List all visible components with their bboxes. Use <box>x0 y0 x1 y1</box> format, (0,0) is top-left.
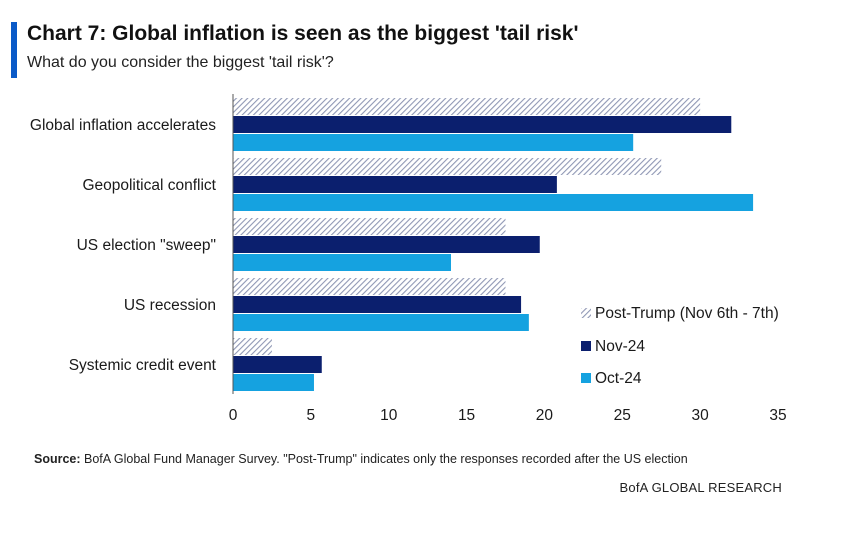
bar-nov-24-2 <box>233 236 540 253</box>
x-tick-label-0: 0 <box>229 407 238 424</box>
bar-post-trump-0 <box>233 98 701 115</box>
legend-swatch-nov-24 <box>581 341 591 351</box>
bar-post-trump-4 <box>233 338 272 355</box>
source-text: BofA Global Fund Manager Survey. "Post-T… <box>80 452 688 466</box>
category-label-4: Systemic credit event <box>69 357 217 374</box>
axis-group: 0 5 10 15 20 25 30 35 <box>229 94 787 424</box>
source-note: Source: BofA Global Fund Manager Survey.… <box>34 452 688 466</box>
bar-oct-24-1 <box>233 194 754 211</box>
bar-post-trump-1 <box>233 158 662 175</box>
bar-nov-24-1 <box>233 176 557 193</box>
x-tick-label-5: 25 <box>614 407 631 424</box>
bar-oct-24-3 <box>233 314 529 331</box>
x-tick-label-4: 20 <box>536 407 554 424</box>
bar-post-trump-3 <box>233 278 506 295</box>
accent-bar <box>11 22 17 78</box>
bar-nov-24-3 <box>233 296 522 313</box>
source-label: Source: <box>34 452 81 466</box>
bar-post-trump-2 <box>233 218 506 235</box>
x-tick-label-3: 15 <box>458 407 475 424</box>
bar-oct-24-0 <box>233 134 634 151</box>
bars-group <box>233 98 754 391</box>
bar-nov-24-0 <box>233 116 732 133</box>
chart-title: Chart 7: Global inflation is seen as the… <box>27 22 579 45</box>
x-tick-label-2: 10 <box>380 407 398 424</box>
legend-swatch-oct-24 <box>581 373 591 383</box>
category-label-3: US recession <box>124 297 216 314</box>
category-label-0: Global inflation accelerates <box>30 117 216 134</box>
legend-label-nov-24: Nov-24 <box>595 338 645 355</box>
category-label-2: US election "sweep" <box>77 237 216 254</box>
category-labels-group: Global inflation accelerates Geopolitical… <box>30 117 217 374</box>
bar-nov-24-4 <box>233 356 322 373</box>
x-tick-label-7: 35 <box>769 407 786 424</box>
x-tick-label-1: 5 <box>307 407 316 424</box>
legend-swatch-post-trump <box>581 308 591 318</box>
category-label-1: Geopolitical conflict <box>82 177 216 194</box>
chart-subtitle: What do you consider the biggest 'tail r… <box>27 54 334 71</box>
legend-label-oct-24: Oct-24 <box>595 370 642 387</box>
legend: Post-Trump (Nov 6th - 7th) Nov-24 Oct-24 <box>581 305 779 387</box>
brand-label: BofA GLOBAL RESEARCH <box>619 480 782 495</box>
bar-oct-24-2 <box>233 254 451 271</box>
x-tick-label-6: 30 <box>692 407 710 424</box>
bar-oct-24-4 <box>233 374 314 391</box>
legend-label-post-trump: Post-Trump (Nov 6th - 7th) <box>595 305 779 322</box>
